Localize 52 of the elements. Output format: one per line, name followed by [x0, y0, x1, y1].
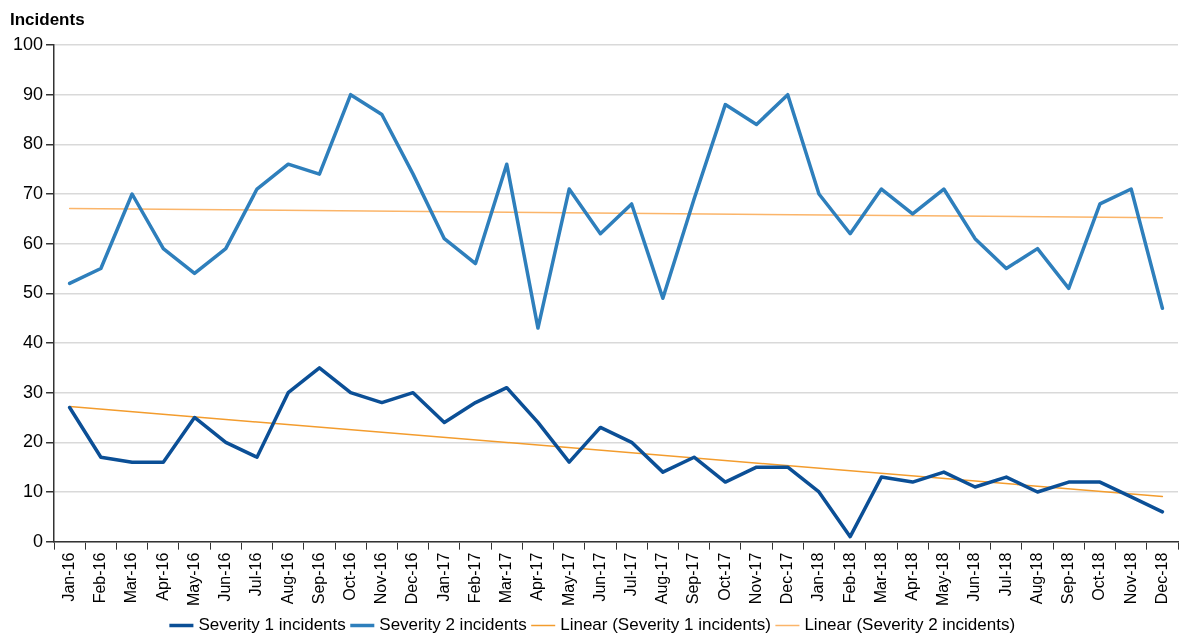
y-tick-label: 70: [23, 182, 44, 203]
x-tick-label: Feb-18: [840, 552, 858, 604]
legend-label: Severity 2 incidents: [379, 615, 527, 635]
x-tick-label: Apr-17: [528, 552, 546, 601]
x-tick-label: Nov-17: [746, 552, 764, 605]
x-tick-label: Dec-16: [403, 552, 421, 605]
y-tick-label: 50: [23, 282, 44, 303]
x-tick-label: Jul-18: [996, 552, 1014, 597]
x-tick-label: Aug-16: [278, 552, 296, 605]
y-tick-label: 90: [23, 83, 44, 104]
y-tick-label: 0: [33, 530, 44, 551]
y-axis-title: Incidents: [10, 9, 85, 29]
x-tick-label: Sep-16: [309, 552, 327, 605]
x-tick-label: May-18: [934, 552, 952, 607]
y-tick-label: 60: [23, 232, 44, 253]
x-tick-label: Aug-18: [1027, 552, 1045, 605]
y-tick-label: 40: [23, 331, 44, 352]
y-tick-label: 10: [23, 480, 44, 501]
x-tick-label: Jul-16: [247, 552, 265, 597]
x-tick-label: May-16: [184, 552, 202, 607]
x-tick-label: Dec-18: [1152, 552, 1170, 605]
y-tick-label: 80: [23, 133, 44, 154]
y-tick-label: 20: [23, 431, 44, 452]
y-tick-label: 100: [12, 33, 44, 54]
x-tick-label: Mar-17: [497, 552, 515, 604]
x-tick-label: Jun-17: [590, 552, 608, 602]
x-tick-label: Jun-16: [216, 552, 234, 602]
x-tick-label: Jan-17: [434, 552, 452, 602]
x-tick-label: Oct-17: [715, 552, 733, 601]
legend-label: Linear (Severity 1 incidents): [560, 615, 771, 635]
x-tick-label: May-17: [559, 552, 577, 607]
x-tick-label: Sep-18: [1059, 552, 1077, 605]
x-tick-label: Mar-16: [122, 552, 140, 604]
x-tick-label: Aug-17: [653, 552, 671, 605]
x-tick-label: Oct-16: [341, 552, 359, 601]
x-tick-label: Apr-18: [903, 552, 921, 601]
x-tick-label: Apr-16: [153, 552, 171, 601]
legend-label: Severity 1 incidents: [198, 615, 346, 635]
x-tick-label: Oct-18: [1090, 552, 1108, 601]
x-tick-label: Dec-17: [778, 552, 796, 605]
x-tick-label: Sep-17: [684, 552, 702, 605]
x-tick-label: Nov-16: [372, 552, 390, 605]
y-tick-label: 30: [23, 381, 44, 402]
x-tick-label: Jul-17: [622, 552, 640, 597]
x-tick-label: Nov-18: [1121, 552, 1139, 605]
x-tick-label: Jun-18: [965, 552, 983, 602]
x-tick-label: Mar-18: [871, 552, 889, 604]
x-tick-label: Jan-18: [809, 552, 827, 602]
x-tick-label: Feb-17: [465, 552, 483, 604]
x-tick-label: Feb-16: [91, 552, 109, 604]
legend-label: Linear (Severity 2 incidents): [804, 615, 1016, 635]
x-tick-label: Jan-16: [60, 552, 78, 602]
